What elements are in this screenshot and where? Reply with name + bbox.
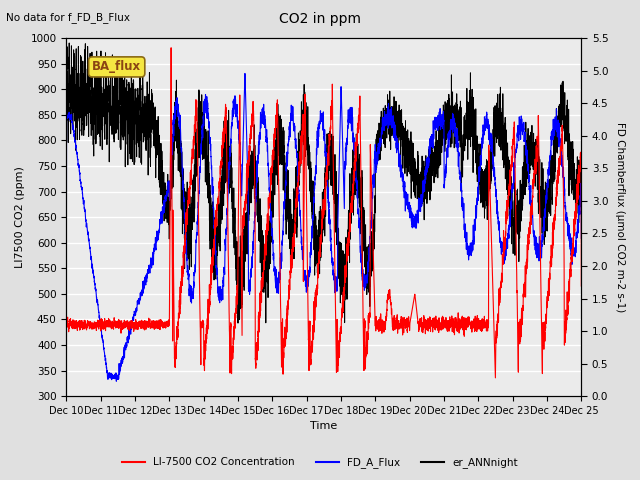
Text: CO2 in ppm: CO2 in ppm: [279, 12, 361, 26]
Y-axis label: LI7500 CO2 (ppm): LI7500 CO2 (ppm): [15, 166, 25, 268]
Legend: LI-7500 CO2 Concentration, FD_A_Flux, er_ANNnight: LI-7500 CO2 Concentration, FD_A_Flux, er…: [118, 453, 522, 472]
X-axis label: Time: Time: [310, 421, 337, 432]
Text: BA_flux: BA_flux: [92, 60, 141, 73]
Text: No data for f_FD_B_Flux: No data for f_FD_B_Flux: [6, 12, 131, 23]
Y-axis label: FD Chamberflux (μmol CO2 m-2 s-1): FD Chamberflux (μmol CO2 m-2 s-1): [615, 122, 625, 312]
